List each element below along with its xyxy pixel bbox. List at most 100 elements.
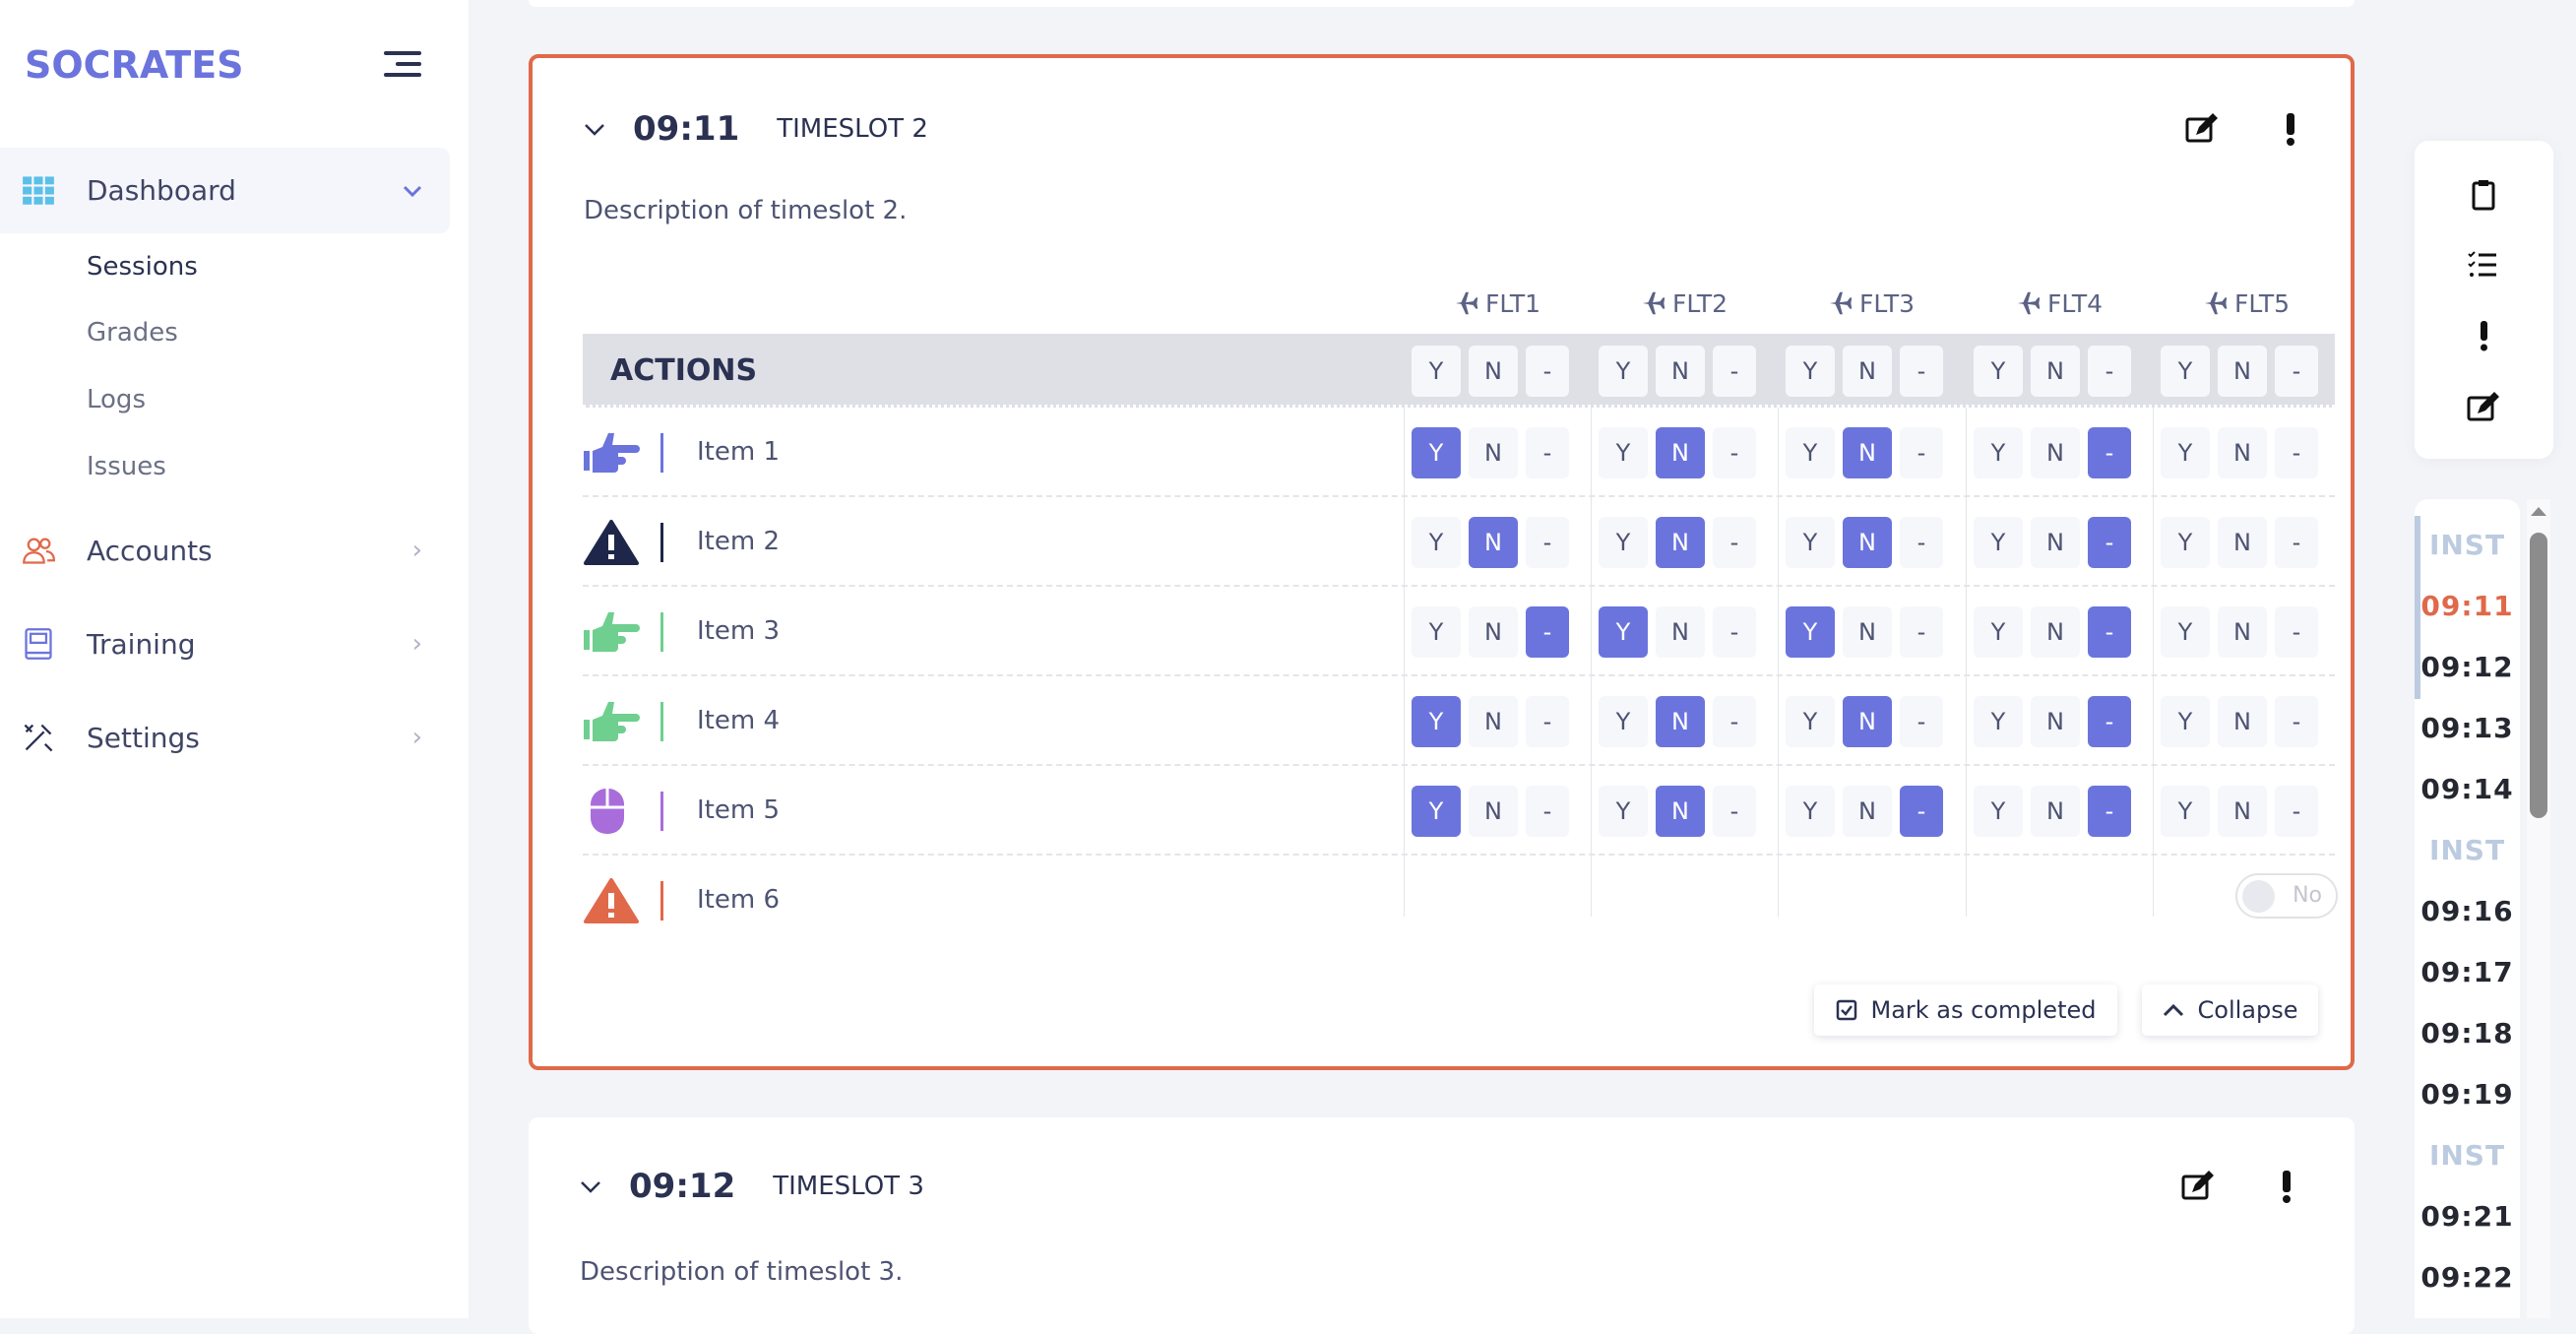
option-n-button[interactable]: N bbox=[2218, 427, 2267, 478]
timeline-item[interactable]: 09:12 bbox=[2420, 651, 2514, 683]
option-none-button[interactable]: - bbox=[1900, 517, 1943, 568]
mark-completed-button[interactable]: Mark as completed bbox=[1814, 985, 2117, 1036]
option-none-button[interactable]: - bbox=[1713, 696, 1756, 747]
option-y-button[interactable]: Y bbox=[1974, 427, 2023, 478]
option-y-button[interactable]: Y bbox=[1786, 517, 1835, 568]
item-6-toggle[interactable]: No bbox=[2235, 873, 2338, 919]
option-none-button[interactable]: - bbox=[1900, 786, 1943, 837]
option-y-button[interactable]: Y bbox=[1786, 606, 1835, 658]
option-y-button[interactable]: Y bbox=[2161, 786, 2210, 837]
timeline-item[interactable]: 09:22 bbox=[2420, 1261, 2514, 1294]
sidebar-subitem-issues[interactable]: Issues bbox=[87, 452, 166, 481]
timeline-item[interactable]: INST bbox=[2428, 1139, 2506, 1172]
option-n-button[interactable]: N bbox=[2218, 696, 2267, 747]
option-y-button[interactable]: Y bbox=[1786, 696, 1835, 747]
option-none-button[interactable]: - bbox=[1900, 606, 1943, 658]
edit-icon[interactable] bbox=[2464, 389, 2503, 424]
option-n-button[interactable]: N bbox=[1656, 517, 1705, 568]
header-option-0[interactable]: Y bbox=[1974, 346, 2023, 397]
option-y-button[interactable]: Y bbox=[2161, 606, 2210, 658]
option-none-button[interactable]: - bbox=[1713, 517, 1756, 568]
timeslot-header[interactable]: 09:11 TIMESLOT 2 bbox=[584, 109, 928, 149]
sidebar-subitem-sessions[interactable]: Sessions bbox=[87, 252, 198, 282]
clipboard-icon[interactable] bbox=[2464, 178, 2503, 214]
edit-icon[interactable] bbox=[2182, 109, 2222, 149]
option-none-button[interactable]: - bbox=[2275, 606, 2318, 658]
option-n-button[interactable]: N bbox=[2218, 786, 2267, 837]
timeline-item[interactable]: 09:19 bbox=[2420, 1078, 2514, 1111]
sidebar-subitem-logs[interactable]: Logs bbox=[87, 385, 146, 414]
sidebar-item-dashboard[interactable]: Dashboard bbox=[0, 148, 450, 233]
sidebar-subitem-grades[interactable]: Grades bbox=[87, 318, 178, 348]
header-option-0[interactable]: Y bbox=[1412, 346, 1461, 397]
option-n-button[interactable]: N bbox=[1469, 786, 1518, 837]
option-n-button[interactable]: N bbox=[2031, 696, 2080, 747]
option-n-button[interactable]: N bbox=[1469, 696, 1518, 747]
option-none-button[interactable]: - bbox=[2088, 786, 2131, 837]
header-option-2[interactable]: - bbox=[1526, 346, 1569, 397]
timeline-item[interactable]: 09:14 bbox=[2420, 773, 2514, 805]
checklist-icon[interactable] bbox=[2464, 247, 2503, 283]
timeline-item[interactable]: 09:17 bbox=[2420, 956, 2514, 988]
option-y-button[interactable]: Y bbox=[1599, 696, 1648, 747]
option-y-button[interactable]: Y bbox=[2161, 427, 2210, 478]
timeline-item[interactable]: 09:18 bbox=[2420, 1017, 2514, 1049]
option-none-button[interactable]: - bbox=[2275, 427, 2318, 478]
option-n-button[interactable]: N bbox=[2031, 517, 2080, 568]
option-none-button[interactable]: - bbox=[1900, 427, 1943, 478]
header-option-2[interactable]: - bbox=[2088, 346, 2131, 397]
header-option-1[interactable]: N bbox=[1656, 346, 1705, 397]
option-n-button[interactable]: N bbox=[1843, 786, 1892, 837]
option-none-button[interactable]: - bbox=[2275, 517, 2318, 568]
sidebar-item-settings[interactable]: Settings › bbox=[0, 703, 450, 772]
option-n-button[interactable]: N bbox=[1656, 427, 1705, 478]
chevron-down-icon[interactable] bbox=[584, 118, 605, 140]
timeline-item[interactable]: 09:13 bbox=[2420, 712, 2514, 744]
option-y-button[interactable]: Y bbox=[1412, 696, 1461, 747]
option-n-button[interactable]: N bbox=[1656, 786, 1705, 837]
option-none-button[interactable]: - bbox=[1713, 786, 1756, 837]
menu-toggle-icon[interactable] bbox=[384, 51, 421, 81]
header-option-0[interactable]: Y bbox=[1599, 346, 1648, 397]
timeline-item[interactable]: 09:16 bbox=[2420, 895, 2514, 927]
option-n-button[interactable]: N bbox=[2218, 517, 2267, 568]
option-y-button[interactable]: Y bbox=[1412, 517, 1461, 568]
header-option-2[interactable]: - bbox=[1713, 346, 1756, 397]
option-y-button[interactable]: Y bbox=[1412, 427, 1461, 478]
option-y-button[interactable]: Y bbox=[2161, 696, 2210, 747]
header-option-1[interactable]: N bbox=[2031, 346, 2080, 397]
header-option-0[interactable]: Y bbox=[2161, 346, 2210, 397]
option-none-button[interactable]: - bbox=[1526, 786, 1569, 837]
option-n-button[interactable]: N bbox=[1469, 427, 1518, 478]
header-option-1[interactable]: N bbox=[1843, 346, 1892, 397]
option-none-button[interactable]: - bbox=[2275, 696, 2318, 747]
option-none-button[interactable]: - bbox=[1526, 606, 1569, 658]
option-none-button[interactable]: - bbox=[2088, 427, 2131, 478]
option-n-button[interactable]: N bbox=[2031, 606, 2080, 658]
sidebar-item-training[interactable]: Training › bbox=[0, 609, 450, 678]
option-none-button[interactable]: - bbox=[2088, 606, 2131, 658]
exclamation-icon[interactable] bbox=[2271, 109, 2310, 149]
option-y-button[interactable]: Y bbox=[1412, 786, 1461, 837]
option-y-button[interactable]: Y bbox=[1974, 517, 2023, 568]
option-y-button[interactable]: Y bbox=[1786, 786, 1835, 837]
option-none-button[interactable]: - bbox=[2088, 696, 2131, 747]
option-none-button[interactable]: - bbox=[2275, 786, 2318, 837]
option-y-button[interactable]: Y bbox=[1599, 517, 1648, 568]
option-y-button[interactable]: Y bbox=[1974, 786, 2023, 837]
option-n-button[interactable]: N bbox=[2031, 786, 2080, 837]
option-n-button[interactable]: N bbox=[1843, 517, 1892, 568]
option-n-button[interactable]: N bbox=[2031, 427, 2080, 478]
option-n-button[interactable]: N bbox=[2218, 606, 2267, 658]
option-n-button[interactable]: N bbox=[1843, 606, 1892, 658]
option-none-button[interactable]: - bbox=[2088, 517, 2131, 568]
option-y-button[interactable]: Y bbox=[1412, 606, 1461, 658]
timeline-item[interactable]: INST bbox=[2428, 834, 2506, 866]
timeline-scrollbar[interactable] bbox=[2527, 499, 2550, 1318]
option-n-button[interactable]: N bbox=[1469, 517, 1518, 568]
header-option-1[interactable]: N bbox=[2218, 346, 2267, 397]
header-option-1[interactable]: N bbox=[1469, 346, 1518, 397]
option-y-button[interactable]: Y bbox=[1974, 696, 2023, 747]
option-y-button[interactable]: Y bbox=[1599, 606, 1648, 658]
option-none-button[interactable]: - bbox=[1526, 517, 1569, 568]
